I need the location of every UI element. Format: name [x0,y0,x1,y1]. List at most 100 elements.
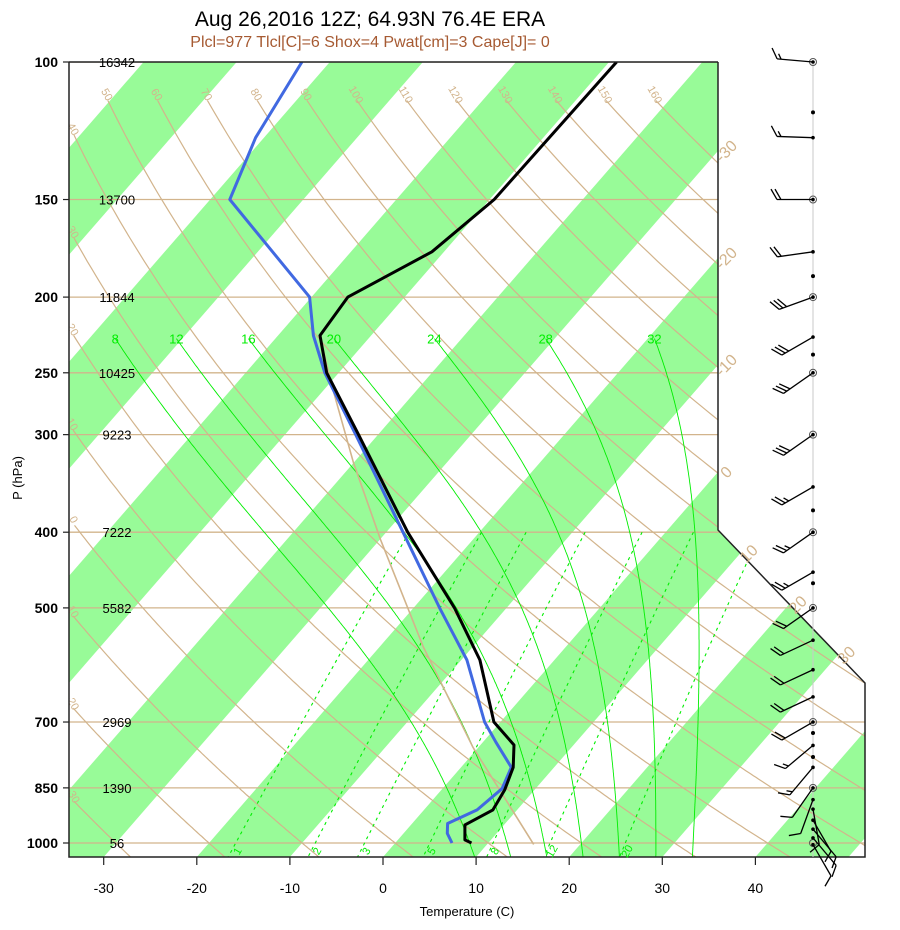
mixing-ratio-lines [224,531,762,857]
y-axis-label: P (hPa) [10,456,25,500]
plot-border [68,62,866,858]
wind-barb-full-feather [774,731,786,739]
x-tick-label: 40 [748,880,764,896]
wind-barb-staff [783,434,814,456]
pressure-label: 500 [35,600,59,616]
x-tick-label: 30 [655,880,671,896]
wind-level-circle [809,718,817,727]
wind-barb-full-feather [774,581,786,589]
wind-barb [811,842,832,887]
wind-level-dot [811,730,815,735]
wind-barb-full-feather [769,246,778,258]
dry-adiabat-line [107,100,865,857]
wind-barb-half-feather [777,130,782,137]
wind-barb-full-feather [771,498,783,506]
moist-adiabat-line [248,338,549,857]
wind-barb [771,720,815,741]
dry-adiabat-line [73,237,706,857]
dry-adiabat-label: 90 [297,87,314,104]
pressure-label: 200 [35,289,59,305]
pressure-label: 300 [35,427,59,443]
wind-barb-full-feather [780,815,793,819]
wind-barb-staff [776,135,814,139]
wind-barb-half-feather [783,497,790,502]
dry-adiabat-line [306,100,865,857]
height-label: 16342 [99,55,135,70]
wind-barb-full-feather [774,188,782,200]
wind-barb [770,125,815,140]
height-label: 56 [110,836,124,851]
wind-level-circle [809,430,817,439]
wind-level-dot [811,581,815,586]
wind-barb-staff [778,296,814,311]
height-label: 9223 [103,428,132,443]
chart-subtitle: Plcl=977 Tlcl[C]=6 Shox=4 Pwat[cm]=3 Cap… [190,34,550,51]
wind-barb-full-feather [824,875,832,887]
wind-barb-full-feather [770,125,778,137]
wind-barb-full-feather [778,383,791,390]
mixing-ratio-label: 2 [311,846,324,857]
wind-barb-full-feather [775,385,788,392]
wind-level-circle [809,603,817,612]
dry-adiabat-label: 30 [64,224,81,241]
mixing-ratio-line [483,531,643,857]
temperature-profile-line [318,62,618,845]
dry-adiabat-line [406,100,865,857]
chart-title: Aug 26,2016 12Z; 64.93N 76.4E ERA [194,8,546,31]
isotherm-band [69,62,796,857]
wind-barb [772,530,815,554]
wind-barb-full-feather [773,646,785,655]
dry-adiabat-label: 150 [595,84,615,106]
mixing-ratio-label: 20 [619,843,636,860]
wind-barb-full-feather [770,677,781,686]
wind-barb-full-feather [770,648,781,656]
isotherm-band [69,62,423,857]
height-label: 13700 [99,193,135,208]
wind-level-dot [811,110,815,115]
mixing-ratio-line [354,531,527,857]
moist-adiabat-line [114,338,478,857]
wind-barb-staff [783,531,814,554]
wind-barb [769,295,815,311]
mixing-ratio-label: 5 [425,846,438,857]
moist-adiabat-label: 8 [112,332,119,347]
dry-adiabat-line [206,100,865,857]
moist-adiabat-line [545,338,657,857]
dry-adiabat-label: 50 [98,87,115,104]
wind-barb-staff [812,828,837,858]
wind-barb-full-feather [773,299,784,309]
x-axis-label: Temperature (C) [420,904,515,919]
dry-adiabat-line [73,335,611,857]
wind-barb [772,370,815,395]
mixing-ratio-line [540,531,694,857]
profiles [228,62,618,845]
mixing-ratio-line [419,531,586,857]
moist-adiabat-label: 24 [427,332,441,347]
wind-barb-full-feather [769,301,780,310]
wind-barb-staff [777,58,814,63]
wind-barb [771,335,815,356]
wind-barb-staff [812,837,837,866]
dry-adiabat-label: 70 [198,87,215,104]
wind-barb-half-feather [777,53,782,60]
dry-adiabat-label: 160 [644,84,664,106]
wind-barb-staff [785,744,814,770]
wind-barb-staff [800,799,814,834]
mixing-ratio-line [304,531,482,857]
wind-barb-full-feather [831,865,837,877]
wind-barb-staff [781,336,814,356]
wind-barb [770,638,815,657]
wind-level-dot [811,352,815,357]
moist-adiabat-line [434,338,621,857]
wind-barb [771,47,815,64]
dry-adiabat-label: 120 [445,84,465,106]
height-label: 5582 [103,601,132,616]
wind-barb-staff [780,669,814,686]
height-label: 10425 [99,366,135,381]
wind-barb-full-feather [771,583,783,591]
mixing-ratio-label: 8 [489,846,502,857]
wind-barb-half-feather [783,582,790,587]
wind-barb-full-feather [778,344,790,352]
moist-adiabat-label: 12 [169,332,183,347]
